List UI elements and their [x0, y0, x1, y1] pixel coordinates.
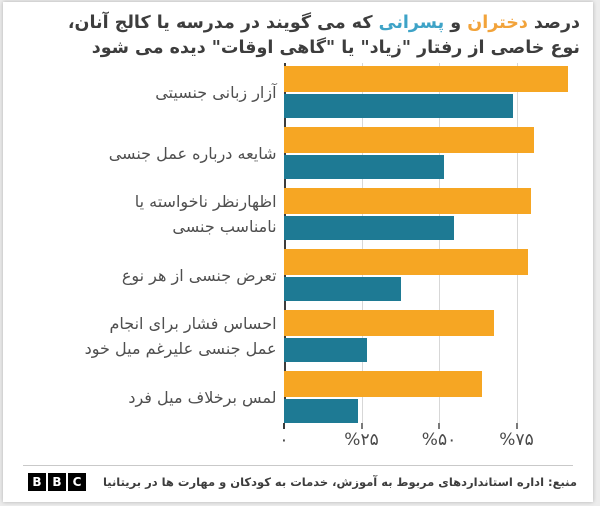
axis-ticks	[283, 423, 594, 429]
chart-row: تعرض جنسی از هر نوع	[3, 249, 593, 301]
chart-card: درصد دختران و پسرانی که می گویند در مدرس…	[3, 2, 593, 502]
category-label-line: اظهارنظر ناخواسته یا	[134, 192, 277, 211]
bbc-logo-letter: B	[28, 473, 46, 491]
gridlines	[284, 63, 594, 423]
axis-tick-labels: ۰ %۲۵ %۵۰ %۷۵	[279, 429, 594, 455]
source-text: منبع: اداره استانداردهای مربوط به آموزش،…	[102, 475, 577, 489]
axis-line	[284, 63, 286, 423]
bar-pair	[283, 127, 593, 179]
category-label-line: لمس برخلاف میل فرد	[128, 387, 277, 407]
category-label: شایعه درباره عمل جنسی	[3, 127, 284, 179]
footer-divider	[23, 465, 573, 466]
bar-chart: آزار زبانی جنسیتی شایعه درباره عمل جنسی اظ…	[3, 63, 593, 455]
category-label: اظهارنظر ناخواسته یا نامناسب جنسی	[3, 188, 284, 240]
gridline	[361, 63, 363, 423]
chart-row: احساس فشار برای انجام عمل جنسی علیرغم میل…	[3, 310, 593, 362]
bar-boys	[283, 338, 368, 362]
bar-boys	[283, 94, 513, 118]
bar-girls	[283, 127, 535, 153]
bbc-logo-letter: B	[48, 473, 66, 491]
axis-tick	[360, 423, 363, 429]
chart-title-line2: نوع خاصی از رفتار "زیاد" یا "گاهی اوقات"…	[91, 38, 580, 58]
chart-row: لمس برخلاف میل فرد	[3, 371, 593, 423]
bar-girls	[283, 188, 532, 214]
bar-pair	[283, 66, 593, 118]
category-label-line: تعرض جنسی از هر نوع	[121, 265, 277, 285]
chart-title: درصد دختران و پسرانی که می گویند در مدرس…	[3, 2, 593, 61]
bar-boys	[283, 155, 445, 179]
category-label-line: احساس فشار برای انجام	[109, 314, 277, 333]
chart-title-line1: درصد دختران و پسرانی که می گویند در مدرس…	[16, 11, 580, 36]
title-word-girls: دختران	[467, 13, 528, 33]
bar-pair	[283, 310, 593, 362]
category-label: تعرض جنسی از هر نوع	[3, 249, 284, 301]
chart-row: شایعه درباره عمل جنسی	[3, 127, 593, 179]
axis-tick-label: %۲۵	[344, 430, 379, 450]
category-label-line: آزار زبانی جنسیتی	[155, 82, 277, 102]
chart-row: اظهارنظر ناخواسته یا نامناسب جنسی	[3, 188, 593, 240]
axis-tick	[515, 423, 518, 429]
bar-boys	[283, 216, 454, 240]
category-label: لمس برخلاف میل فرد	[3, 371, 284, 423]
axis-tick-label: %۷۵	[499, 430, 534, 450]
chart-rows: آزار زبانی جنسیتی شایعه درباره عمل جنسی اظ…	[3, 63, 593, 423]
bbc-logo-letter: C	[68, 473, 86, 491]
bar-girls	[283, 371, 482, 397]
bar-pair	[283, 249, 593, 301]
axis-tick-label: %۵۰	[421, 430, 457, 450]
category-label-line: شایعه درباره عمل جنسی	[108, 143, 277, 163]
title-word-boys: پسرانی	[378, 13, 445, 33]
category-label: احساس فشار برای انجام عمل جنسی علیرغم میل…	[3, 310, 284, 362]
gridline	[516, 63, 518, 423]
title-text: درصد	[527, 13, 580, 33]
chart-row: آزار زبانی جنسیتی	[3, 66, 593, 118]
bar-girls	[283, 249, 528, 275]
gridline	[439, 63, 440, 423]
bar-pair	[283, 188, 593, 240]
bar-boys	[283, 399, 358, 423]
title-text: که می گویند در مدرسه یا کالج آنان،	[67, 13, 379, 33]
category-label-line: عمل جنسی علیرغم میل خود	[84, 339, 277, 358]
bar-boys	[283, 277, 402, 301]
category-label: آزار زبانی جنسیتی	[3, 66, 284, 118]
axis-tick	[438, 423, 440, 429]
bar-girls	[283, 66, 569, 92]
title-text: و	[444, 13, 468, 33]
axis-tick	[283, 423, 285, 429]
bar-girls	[283, 310, 494, 336]
bar-pair	[283, 371, 593, 423]
category-label-line: نامناسب جنسی	[172, 217, 277, 236]
axis-tick-label: ۰	[279, 430, 289, 450]
